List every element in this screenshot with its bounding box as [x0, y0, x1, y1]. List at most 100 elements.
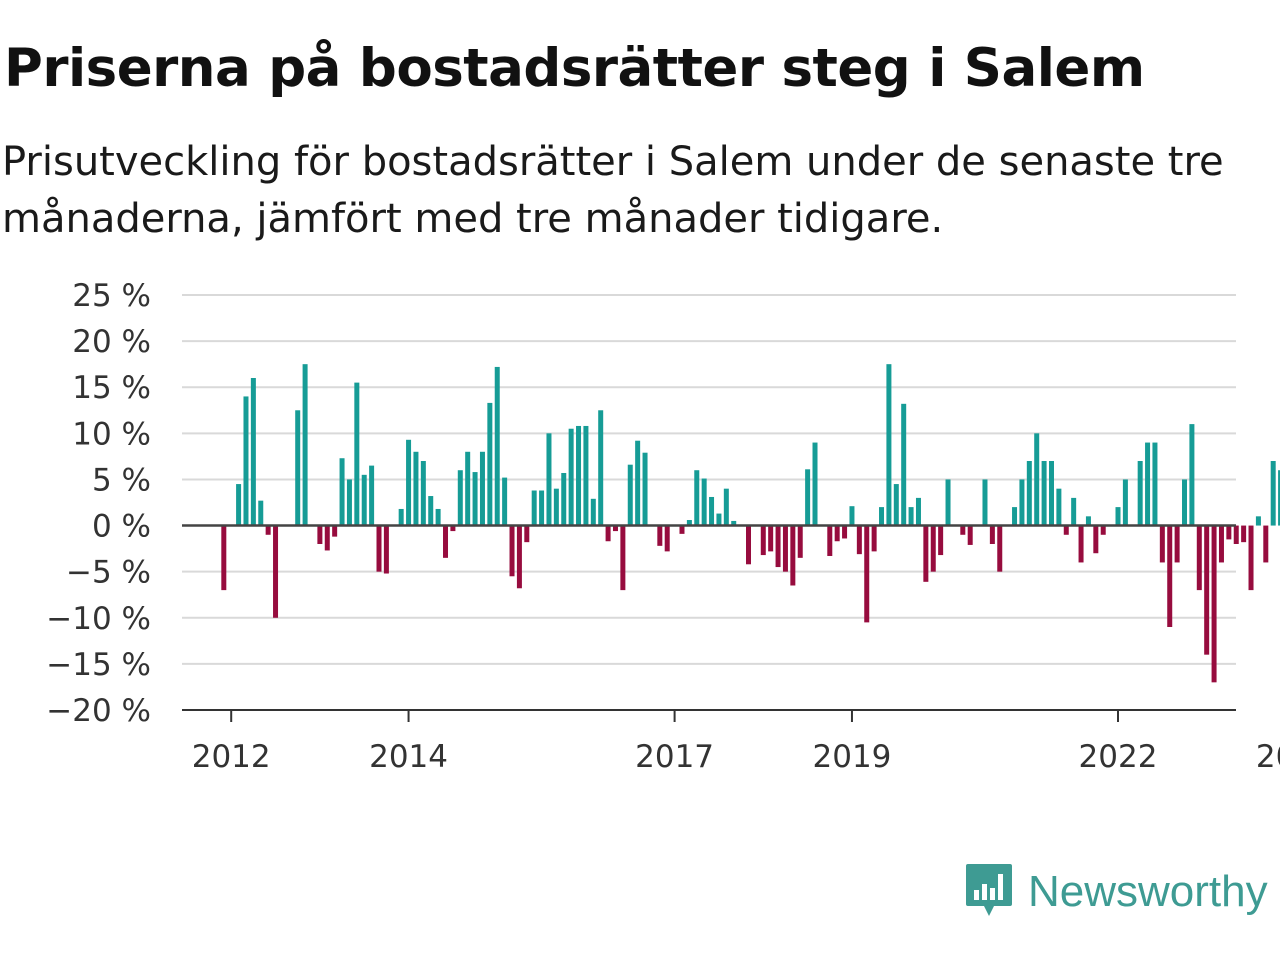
bar	[361, 474, 367, 526]
brand-name: Newsworthy	[1028, 867, 1268, 916]
bar	[502, 477, 508, 526]
bar	[1093, 525, 1099, 554]
bar	[1263, 525, 1269, 563]
bar	[989, 525, 995, 544]
bar	[768, 525, 774, 552]
bar	[967, 525, 973, 545]
bar	[908, 507, 914, 526]
bar	[236, 484, 242, 526]
bar	[1226, 525, 1232, 540]
bar	[635, 440, 641, 526]
axes	[182, 524, 1236, 722]
bar	[465, 451, 471, 526]
bar	[265, 525, 271, 535]
bar	[805, 469, 811, 526]
bar	[324, 525, 330, 551]
bar	[620, 525, 626, 591]
bar	[457, 470, 463, 526]
bar	[1056, 488, 1062, 526]
bar	[1255, 516, 1261, 526]
bar	[746, 525, 751, 565]
bar	[627, 464, 633, 526]
bar	[871, 525, 877, 552]
bar	[553, 488, 559, 526]
bar	[731, 520, 737, 526]
bar	[1100, 525, 1106, 535]
bar	[428, 496, 434, 526]
bar	[982, 479, 988, 526]
bar	[1241, 525, 1247, 543]
bar	[1071, 497, 1077, 526]
y-tick-label: −10 %	[46, 601, 151, 637]
bar	[1034, 433, 1040, 526]
bar	[686, 520, 692, 526]
y-tick-label: −20 %	[46, 693, 151, 729]
bar	[568, 428, 574, 526]
bar	[450, 525, 456, 532]
bar	[1218, 525, 1224, 563]
bar	[435, 508, 441, 526]
bar	[346, 479, 352, 526]
bar	[1078, 525, 1084, 563]
bar	[516, 525, 522, 589]
bar	[413, 451, 419, 526]
y-tick-label: 10 %	[72, 416, 151, 452]
bar	[834, 525, 840, 542]
bar	[509, 525, 515, 577]
bar	[243, 396, 249, 526]
bar	[1122, 479, 1128, 526]
bar	[295, 410, 301, 526]
bar	[406, 439, 412, 526]
bar	[1152, 442, 1158, 526]
bar	[915, 497, 921, 526]
bar	[930, 525, 936, 572]
bar	[1019, 479, 1025, 526]
bar	[546, 433, 552, 526]
x-tick-label: 2024	[1256, 739, 1280, 775]
bar	[679, 525, 685, 534]
bar	[1048, 461, 1054, 526]
bar	[1189, 424, 1195, 526]
bar	[598, 410, 604, 526]
bar	[221, 525, 227, 591]
bar	[923, 525, 929, 582]
bar-chart: 25 % 20 % 15 % 10 % 5 % 0 % −5 % −10 % −15 % −20 …	[46, 278, 1280, 775]
bar	[398, 508, 404, 526]
bar	[893, 484, 899, 526]
bar	[376, 525, 382, 572]
bar	[576, 425, 582, 526]
bar	[790, 525, 796, 586]
y-tick-label: 5 %	[92, 462, 151, 498]
bar	[605, 525, 611, 542]
bar	[827, 525, 833, 556]
bar	[856, 525, 862, 555]
bar	[716, 513, 722, 526]
bar	[1248, 525, 1254, 591]
bar	[1026, 461, 1032, 526]
chart-title: Priserna på bostadsrätter steg i Salem	[4, 38, 1145, 99]
bar	[1270, 461, 1276, 526]
bar	[487, 402, 493, 526]
bar	[317, 525, 323, 544]
y-tick-label: −15 %	[46, 647, 151, 683]
bar	[494, 366, 500, 526]
y-tick-label: 25 %	[72, 278, 151, 314]
bar	[250, 378, 256, 526]
bar	[723, 488, 729, 526]
bar	[1167, 525, 1173, 627]
bar	[1174, 525, 1180, 563]
bar	[797, 525, 803, 558]
bar	[1233, 525, 1239, 544]
bar	[886, 364, 892, 526]
bar	[258, 500, 264, 526]
bar	[901, 403, 907, 526]
bar	[1041, 461, 1047, 526]
bar	[1063, 525, 1069, 535]
bar	[539, 490, 545, 526]
y-tick-label: 20 %	[72, 324, 151, 360]
bar	[1196, 525, 1202, 591]
bar	[590, 498, 596, 526]
bar	[1204, 525, 1210, 655]
bar	[782, 525, 788, 572]
bar	[657, 525, 663, 546]
